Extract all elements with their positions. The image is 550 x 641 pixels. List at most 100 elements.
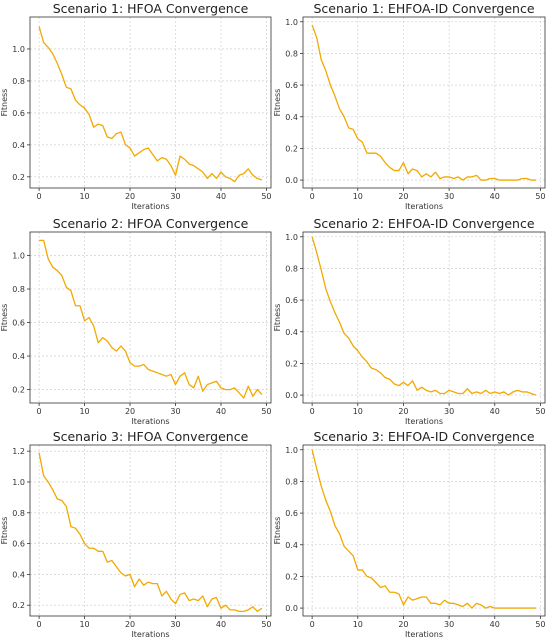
y-tick-label: 0.4 [12,141,25,150]
y-tick-label: 1.0 [285,18,298,27]
series-line [311,24,536,181]
x-tick-label: 0 [310,192,315,201]
y-tick-label: 0.6 [285,296,298,305]
x-tick-label: 0 [37,192,42,201]
y-axis-label: Fitness [273,304,282,332]
x-tick-label: 30 [170,407,180,416]
x-tick-label: 30 [444,407,454,416]
y-tick-label: 1.2 [12,447,25,456]
axes-frame [29,444,272,617]
x-axis-label: Iterations [405,202,443,211]
y-tick-label: 0.2 [12,386,25,395]
y-tick-label: 0.0 [285,391,298,400]
x-tick-label: 30 [444,620,454,629]
chart-panel: 0 10 20 30 40 50 0.0 0.2 0.4 0.6 0.8 1.0 Scenario 1:… [273,1,546,211]
y-tick-label: 0.6 [12,540,25,549]
x-tick-label: 20 [398,620,408,629]
y-tick-label: 0.2 [285,572,298,581]
y-tick-label: 1.0 [285,446,298,455]
y-tick-label: 1.0 [12,478,25,487]
chart-title: Scenario 3: EHFOA-ID Convergence [313,429,534,444]
y-tick-label: 0.0 [285,604,298,613]
axes-frame [302,444,546,617]
x-tick-label: 30 [170,192,180,201]
chart-panel: 0 10 20 30 40 50 0.2 0.4 0.6 0.8 1.0 1.2 Scenario 3:… [0,429,272,639]
y-tick-label: 0.2 [285,144,298,153]
x-tick-label: 50 [535,407,545,416]
y-axis-label: Fitness [0,304,9,332]
x-tick-label: 10 [79,192,89,201]
x-tick-label: 0 [310,407,315,416]
x-tick-label: 40 [216,407,226,416]
y-tick-label: 0.8 [285,477,298,486]
x-tick-label: 10 [353,620,363,629]
axes-frame [29,231,272,404]
x-tick-label: 10 [79,407,89,416]
chart-panel: 0 10 20 30 40 50 0.2 0.4 0.6 0.8 1.0 Scenario 2: HF… [0,216,272,426]
x-axis-label: Iterations [131,630,169,639]
x-tick-label: 0 [310,620,315,629]
x-axis-label: Iterations [405,417,443,426]
y-tick-label: 1.0 [12,251,25,260]
x-tick-label: 40 [216,192,226,201]
axes-frame [29,16,272,189]
chart-title: Scenario 1: HFOA Convergence [53,1,249,16]
chart-title: Scenario 3: HFOA Convergence [53,429,249,444]
series-line [39,239,263,399]
chart-title: Scenario 2: HFOA Convergence [53,216,249,231]
y-tick-label: 0.6 [285,81,298,90]
x-tick-label: 20 [125,620,135,629]
series-line [38,452,263,613]
series-line [38,26,263,183]
x-tick-label: 20 [125,407,135,416]
x-axis-label: Iterations [131,417,169,426]
y-tick-label: 0.6 [12,109,25,118]
y-tick-label: 0.8 [12,285,25,294]
y-axis-label: Fitness [0,89,9,117]
y-tick-label: 0.4 [12,352,25,361]
x-tick-label: 20 [398,192,408,201]
x-tick-label: 30 [444,192,454,201]
axes-frame [302,16,546,189]
x-tick-label: 50 [535,620,545,629]
y-tick-label: 0.2 [285,359,298,368]
y-tick-label: 0.2 [12,173,25,182]
x-tick-label: 10 [353,192,363,201]
x-tick-label: 10 [79,620,89,629]
y-tick-label: 0.4 [285,541,298,550]
x-tick-label: 40 [490,620,500,629]
x-tick-label: 40 [490,407,500,416]
x-tick-label: 0 [37,407,42,416]
y-axis-label: Fitness [273,517,282,545]
x-tick-label: 10 [353,407,363,416]
y-tick-label: 1.0 [285,233,298,242]
x-tick-label: 20 [398,407,408,416]
y-tick-label: 0.6 [285,509,298,518]
y-tick-label: 0.4 [12,570,25,579]
y-axis-label: Fitness [273,89,282,117]
y-tick-label: 0.6 [12,319,25,328]
x-tick-label: 0 [37,620,42,629]
chart-panel: 0 10 20 30 40 50 0.0 0.2 0.4 0.6 0.8 1.0 Scenario 2:… [273,216,546,426]
x-tick-label: 50 [261,620,271,629]
chart-title: Scenario 2: EHFOA-ID Convergence [313,216,534,231]
series-line [311,236,537,396]
y-tick-label: 0.8 [12,509,25,518]
chart-title: Scenario 1: EHFOA-ID Convergence [313,1,534,16]
x-tick-label: 50 [261,192,271,201]
y-tick-label: 0.4 [285,328,298,337]
x-tick-label: 40 [216,620,226,629]
y-tick-label: 0.8 [12,77,25,86]
y-tick-label: 0.0 [285,176,298,185]
y-axis-label: Fitness [0,517,9,545]
series-line [311,449,536,609]
chart-panel: 0 10 20 30 40 50 0.0 0.2 0.4 0.6 0.8 1.0 Scenario 3:… [273,429,546,639]
y-tick-label: 0.8 [285,49,298,58]
y-tick-label: 1.0 [12,45,25,54]
x-tick-label: 20 [125,192,135,201]
x-tick-label: 50 [261,407,271,416]
x-tick-label: 30 [170,620,180,629]
x-tick-label: 40 [490,192,500,201]
x-axis-label: Iterations [131,202,169,211]
